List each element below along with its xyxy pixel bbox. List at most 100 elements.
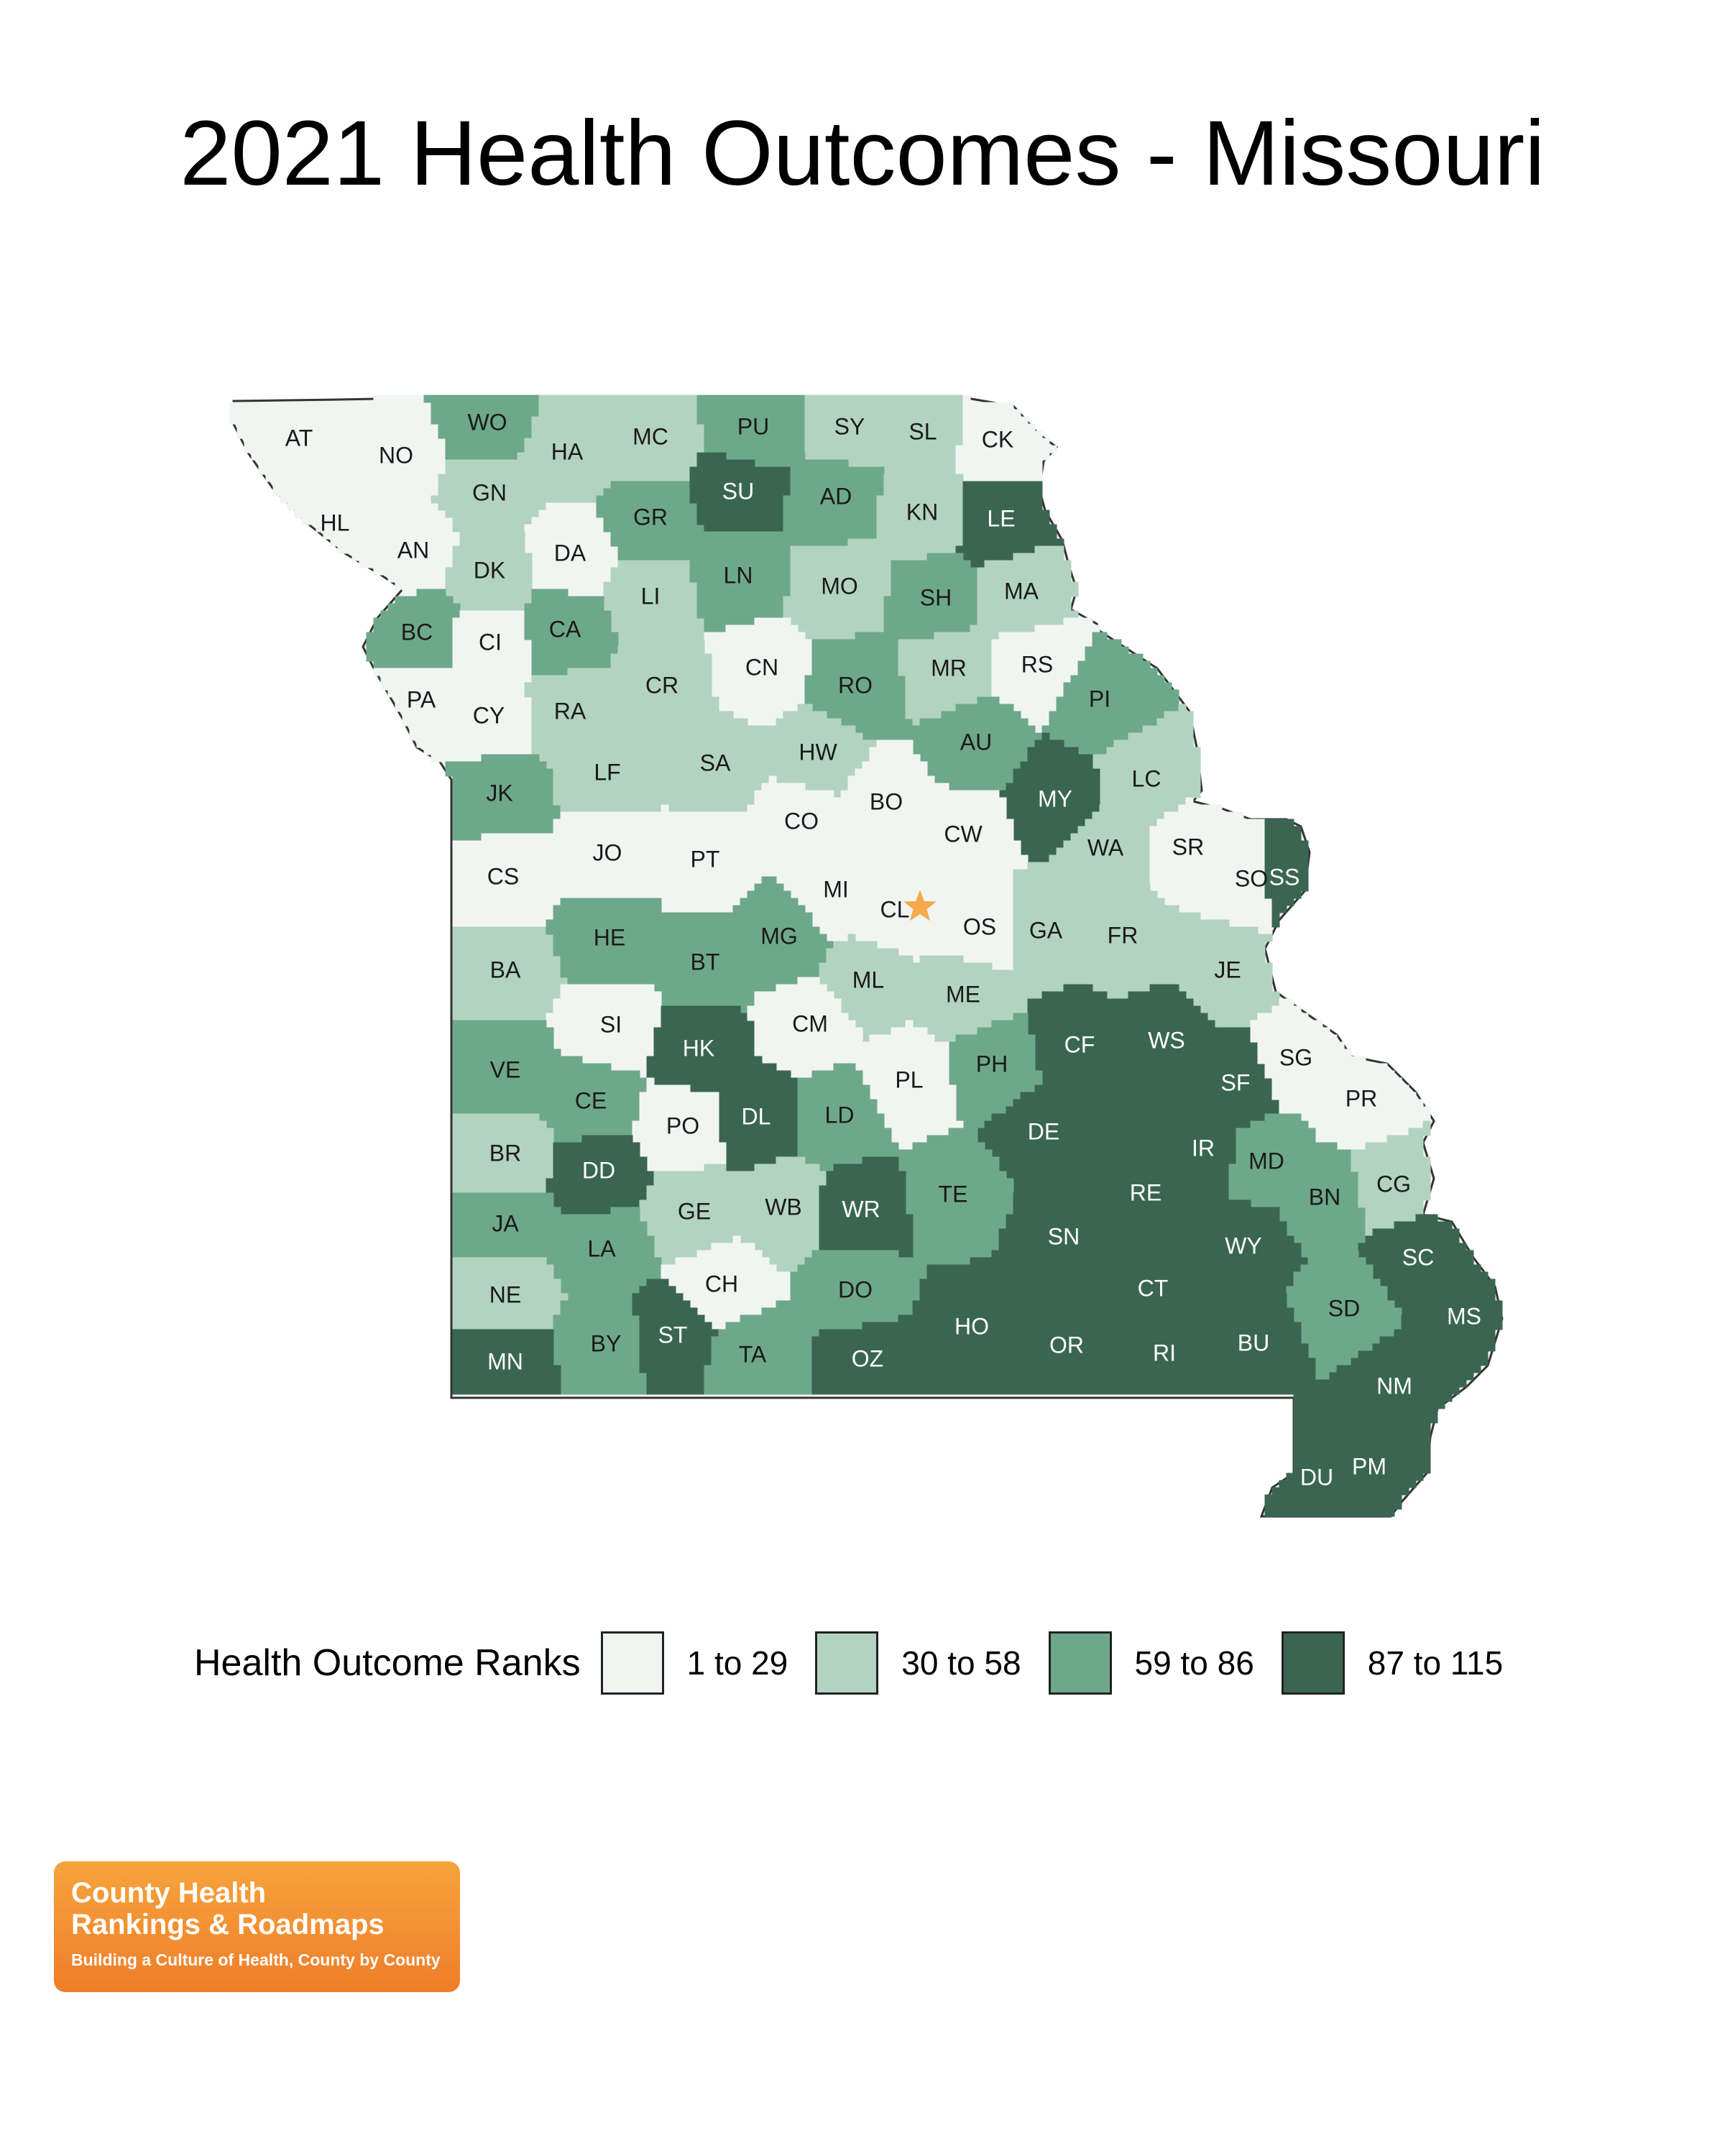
county-label-by: BY [591,1330,622,1356]
county-label-bu: BU [1238,1330,1269,1355]
county-label-sn: SN [1048,1223,1080,1249]
county-label-pl: PL [895,1067,923,1092]
county-label-at: AT [285,425,313,451]
county-ci [452,610,533,683]
county-label-sh: SH [920,584,952,610]
logo-line-2: Rankings & Roadmaps [71,1909,385,1940]
county-label-jk: JK [486,780,512,806]
legend-item-3: 87 to 115 [1281,1631,1503,1695]
county-cw [912,783,1029,885]
county-label-wa: WA [1087,834,1124,860]
county-label-si: SI [600,1011,622,1037]
county-label-ta: TA [739,1341,767,1367]
legend-label: 1 to 29 [686,1644,788,1682]
county-label-jo: JO [593,839,622,865]
county-cf [1027,984,1129,1115]
legend-label: 59 to 86 [1134,1644,1254,1682]
county-label-kn: KN [906,499,938,525]
county-ld [797,1063,899,1172]
county-label-bn: BN [1309,1184,1340,1210]
logo-line-1: County Health [71,1877,267,1909]
capital-marker [903,890,937,921]
county-pi [1041,632,1179,755]
county-re [1085,1113,1201,1244]
county-mo [783,538,892,640]
county-label-cl: CL [880,896,910,922]
county-mg [732,876,834,992]
county-pl [855,1020,964,1151]
county-label-mo: MO [821,573,858,599]
county-ga [1013,862,1086,1000]
county-ta [704,1300,813,1395]
county-du [1264,1401,1352,1517]
county-label-st: ST [658,1322,688,1348]
county-label-pa: PA [407,686,436,712]
county-oz [811,1314,935,1395]
county-label-pu: PU [737,413,769,439]
county-ss [1264,819,1309,928]
county-label-me: ME [946,981,980,1007]
page-title: 2021 Health Outcomes - Missouri [180,102,1545,205]
county-by [553,1293,648,1395]
county-label-fr: FR [1108,922,1138,948]
county-label-cw: CW [944,821,983,847]
county-bn [1279,1142,1366,1258]
county-label-ri: RI [1153,1340,1176,1365]
county-ir [1135,1099,1237,1208]
county-label-hw: HW [799,739,837,765]
county-label-rs: RS [1021,651,1053,677]
county-label-hl: HL [321,510,350,535]
county-label-ph: PH [976,1051,1008,1077]
county-do [790,1250,928,1337]
legend-label: 30 to 58 [901,1644,1021,1682]
county-label-no: NO [379,442,413,468]
county-label-hk: HK [683,1035,714,1061]
county-label-pr: PR [1346,1085,1377,1111]
county-label-mg: MG [760,923,798,949]
legend-swatch [1048,1631,1112,1695]
legend-swatch [600,1631,664,1695]
county-label-sy: SY [834,413,865,439]
county-ad [783,452,885,547]
county-label-ad: AD [820,483,852,509]
county-dd [546,1135,655,1215]
county-label-ln: LN [724,562,753,588]
county-wy [1185,1199,1309,1302]
county-label-ir: IR [1192,1135,1215,1161]
county-label-my: MY [1038,786,1072,811]
county-label-ne: NE [489,1281,521,1307]
county-label-nm: NM [1376,1373,1412,1399]
county-label-pi: PI [1089,686,1110,711]
county-label-sf: SF [1221,1069,1251,1095]
county-label-pm: PM [1352,1453,1386,1479]
county-sl [883,395,964,475]
county-label-co: CO [784,808,819,834]
county-label-du: DU [1300,1464,1333,1490]
county-ri [1113,1314,1215,1395]
county-lf [553,725,662,813]
county-label-ml: ML [852,967,884,992]
county-mn [452,1329,561,1395]
county-po [632,1077,727,1172]
county-ho [912,1257,1029,1395]
county-cs [452,833,561,928]
county-labels: AT NO WO HA MC PU SY SL CK HL AN GN DA GR SU AD KN LE DK LI… [285,409,1481,1490]
county-mi [776,840,878,942]
county-ml [819,934,921,1043]
county-su [689,452,791,533]
county-label-mc: MC [632,423,668,449]
county-label-wb: WB [765,1194,802,1220]
county-label-ve: VE [490,1056,521,1082]
county-sh [883,553,978,640]
county-label-ha: HA [551,438,584,464]
county-lc [1092,704,1201,827]
county-label-wy: WY [1225,1233,1262,1258]
county-bt [646,912,755,1014]
county-label-te: TE [939,1181,968,1207]
county-label-lc: LC [1132,765,1162,791]
county-dk [445,531,533,612]
county-cn [704,617,813,727]
county-label-cg: CG [1376,1171,1411,1197]
county-label-sg: SG [1279,1044,1312,1070]
